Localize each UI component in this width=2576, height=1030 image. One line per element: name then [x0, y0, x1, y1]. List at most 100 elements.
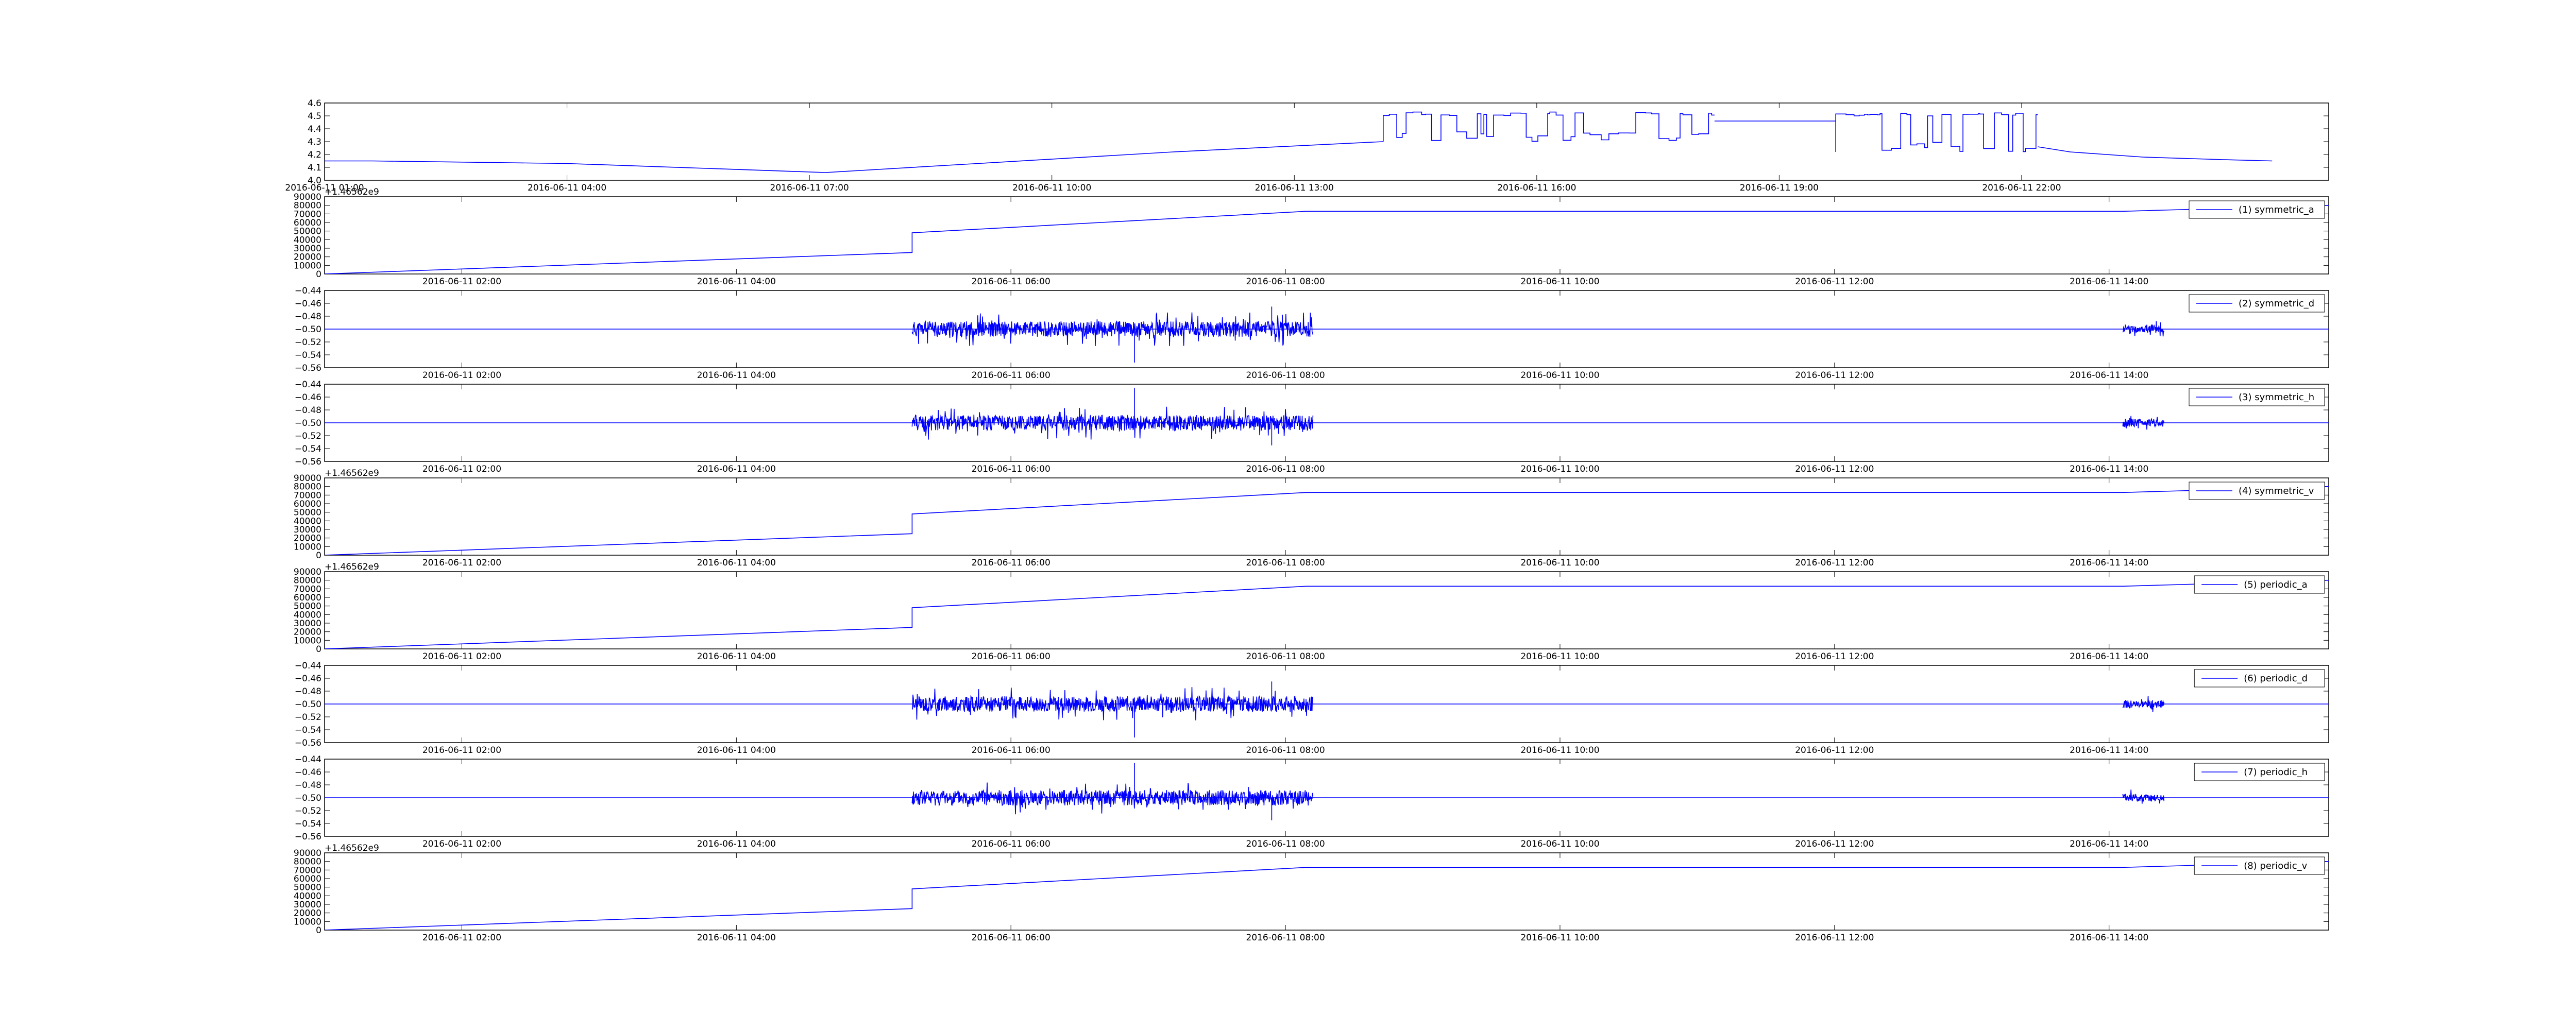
x-tick-label: 2016-06-11 14:00	[2070, 745, 2148, 756]
series-line-segment	[325, 204, 2329, 274]
x-tick-label: 2016-06-11 08:00	[1246, 277, 1325, 287]
x-tick-label: 2016-06-11 04:00	[697, 370, 776, 381]
x-tick-label: 2016-06-11 12:00	[1795, 558, 1874, 568]
x-tick-label: 2016-06-11 08:00	[1246, 651, 1325, 662]
legend: (7) periodic_h	[2194, 763, 2325, 781]
y-tick-label: 4.6	[308, 98, 321, 109]
x-tick-label: 2016-06-11 12:00	[1795, 651, 1874, 662]
series-line	[325, 388, 2329, 445]
series-line-segment	[911, 312, 1314, 347]
x-tick-label: 2016-06-11 02:00	[422, 745, 501, 756]
y-tick-label: −0.54	[295, 725, 321, 735]
y-tick-label: 20000	[294, 252, 321, 263]
legend-label: (8) periodic_v	[2244, 861, 2307, 871]
x-tick-label: 2016-06-11 06:00	[972, 839, 1050, 849]
x-tick-label: 2016-06-11 04:00	[697, 464, 776, 474]
y-tick-label: 90000	[294, 192, 321, 202]
series-line-segment	[2122, 696, 2165, 712]
x-tick-label: 2016-06-11 14:00	[2070, 370, 2148, 381]
legend-label: (3) symmetric_h	[2239, 392, 2314, 403]
x-tick-label: 2016-06-11 12:00	[1795, 839, 1874, 849]
series-line-segment	[911, 782, 1314, 815]
y-tick-label: 0	[316, 269, 321, 280]
legend: (3) symmetric_h	[2189, 388, 2325, 406]
series-line-segment	[2038, 146, 2273, 162]
y-tick-label: −0.54	[295, 819, 321, 829]
axis-offset-label: +1.46562e9	[325, 843, 379, 853]
series-line-segment	[1383, 111, 1715, 142]
x-tick-label: 2016-06-11 06:00	[972, 933, 1050, 943]
x-tick-label: 2016-06-11 04:00	[697, 933, 776, 943]
x-tick-label: 2016-06-11 02:00	[422, 370, 501, 381]
y-tick-label: 60000	[294, 499, 321, 509]
series-line-segment	[325, 861, 2329, 930]
x-tick-label: 2016-06-11 06:00	[972, 464, 1050, 474]
y-tick-label: 20000	[294, 908, 321, 919]
series-line	[325, 861, 2329, 930]
series-line	[325, 681, 2329, 737]
y-tick-label: −0.54	[295, 444, 321, 454]
x-tick-label: 2016-06-11 12:00	[1795, 745, 1874, 756]
series-line	[325, 111, 2273, 173]
legend-label: (1) symmetric_a	[2239, 204, 2314, 215]
y-tick-label: −0.46	[295, 392, 321, 403]
y-tick-label: 4.3	[308, 137, 321, 147]
y-tick-label: −0.48	[295, 780, 321, 791]
y-tick-label: −0.52	[295, 806, 321, 816]
y-tick-label: 4.5	[308, 111, 321, 122]
x-tick-label: 2016-06-11 06:00	[972, 370, 1050, 381]
y-tick-label: 70000	[294, 865, 321, 876]
y-tick-label: 60000	[294, 218, 321, 228]
axes-frame	[324, 571, 2329, 649]
y-tick-label: 0	[316, 644, 321, 655]
y-tick-label: −0.46	[295, 674, 321, 684]
legend: (1) symmetric_a	[2189, 200, 2325, 219]
legend: (6) periodic_d	[2194, 669, 2325, 688]
y-tick-label: −0.46	[295, 299, 321, 309]
x-tick-label: 2016-06-11 14:00	[2070, 651, 2148, 662]
axis-offset-label: +1.46562e9	[325, 468, 379, 478]
y-tick-label: 80000	[294, 201, 321, 211]
y-tick-label: −0.56	[295, 832, 321, 842]
y-tick-label: 80000	[294, 857, 321, 867]
x-tick-label: 2016-06-11 13:00	[1255, 183, 1334, 193]
legend: (8) periodic_v	[2194, 856, 2325, 875]
subplot-8: −0.56 −0.54 −0.52 −0.50 −0.48 −0.46 −0.44 2016-…	[295, 754, 2329, 849]
y-tick-label: −0.44	[295, 661, 321, 671]
y-tick-label: −0.54	[295, 350, 321, 360]
x-tick-label: 2016-06-11 06:00	[972, 745, 1050, 756]
series-line-segment	[2122, 416, 2165, 430]
y-tick-label: −0.56	[295, 738, 321, 748]
y-tick-label: −0.46	[295, 767, 321, 778]
x-tick-label: 2016-06-11 02:00	[422, 651, 501, 662]
y-tick-label: 90000	[294, 567, 321, 577]
y-tick-label: −0.56	[295, 363, 321, 373]
x-tick-label: 2016-06-11 06:00	[972, 651, 1050, 662]
y-tick-label: 90000	[294, 473, 321, 484]
y-tick-label: −0.50	[295, 699, 321, 710]
x-tick-label: 2016-06-11 08:00	[1246, 370, 1325, 381]
y-tick-label: 60000	[294, 593, 321, 603]
x-tick-label: 2016-06-11 19:00	[1740, 183, 1819, 193]
x-tick-label: 2016-06-11 14:00	[2070, 558, 2148, 568]
x-tick-label: 2016-06-11 10:00	[1520, 745, 1599, 756]
y-tick-label: 20000	[294, 627, 321, 638]
x-tick-label: 2016-06-11 06:00	[972, 558, 1050, 568]
y-tick-label: 4.0	[308, 176, 321, 186]
legend: (2) symmetric_d	[2189, 294, 2325, 313]
x-tick-label: 2016-06-11 14:00	[2070, 839, 2148, 849]
axes-frame	[324, 477, 2329, 556]
y-tick-label: 0	[316, 551, 321, 561]
x-tick-label: 2016-06-11 22:00	[1982, 183, 2061, 193]
y-tick-label: −0.44	[295, 754, 321, 765]
y-tick-label: −0.50	[295, 418, 321, 428]
subplot-3: −0.56 −0.54 −0.52 −0.50 −0.48 −0.46 −0.44 2016-…	[295, 286, 2329, 381]
series-line-segment	[2122, 321, 2165, 337]
x-tick-label: 2016-06-11 04:00	[697, 651, 776, 662]
y-tick-label: 60000	[294, 874, 321, 884]
series-line-segment	[325, 141, 1383, 173]
y-tick-label: 80000	[294, 576, 321, 586]
legend-label: (6) periodic_d	[2244, 673, 2308, 684]
x-tick-label: 2016-06-11 10:00	[1520, 277, 1599, 287]
